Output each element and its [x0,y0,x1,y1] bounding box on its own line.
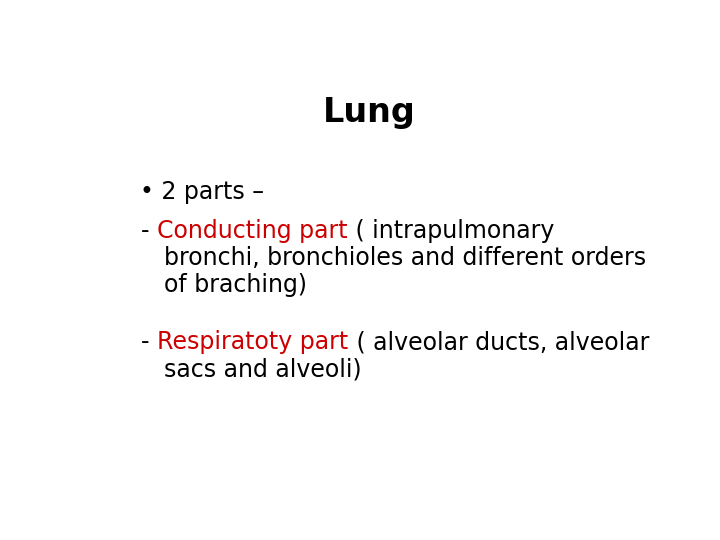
Text: -: - [140,219,149,243]
Text: -: - [140,330,149,354]
Text: sacs and alveoli): sacs and alveoli) [163,357,361,381]
Text: Respiratoty part: Respiratoty part [158,330,348,354]
Text: ( alveolar ducts, alveolar: ( alveolar ducts, alveolar [348,330,649,354]
Text: of braching): of braching) [163,273,307,296]
Text: Conducting part: Conducting part [158,219,348,243]
Text: • 2 parts –: • 2 parts – [140,180,264,204]
Text: ( intrapulmonary: ( intrapulmonary [348,219,554,243]
Text: Lung: Lung [323,96,415,129]
Text: bronchi, bronchioles and different orders: bronchi, bronchioles and different order… [163,246,646,270]
